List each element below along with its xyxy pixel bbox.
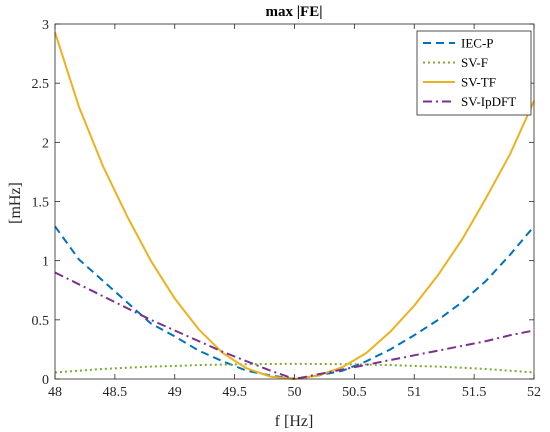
legend: IEC-P SV-F SV-TF SV-IpDFT xyxy=(416,30,532,116)
x-tick-label: 50 xyxy=(288,385,302,400)
y-tick-label: 0 xyxy=(42,373,49,388)
series-line-sv-ipdft xyxy=(54,271,535,380)
plot-frame xyxy=(54,23,535,380)
y-tick-label: 1.5 xyxy=(32,196,50,211)
legend-label: IEC-P xyxy=(461,36,494,51)
x-tick-label: 48 xyxy=(48,385,62,400)
y-tick-label: 2.5 xyxy=(32,77,50,92)
legend-label: SV-TF xyxy=(461,75,496,90)
x-tick-label: 49 xyxy=(168,385,182,400)
tick-layer: 48 48.5 49 49.5 50 50.5 51 51.5 52 0 0.5 1 1.5 2 2.5 3 xyxy=(32,18,542,400)
y-tick-label: 1 xyxy=(42,255,49,270)
legend-label: SV-F xyxy=(461,55,488,70)
x-tick-label: 51 xyxy=(407,385,421,400)
x-tick-label: 48.5 xyxy=(103,385,128,400)
x-tick-label: 50.5 xyxy=(342,385,367,400)
x-tick-label: 51.5 xyxy=(462,385,487,400)
x-axis-label: f [Hz] xyxy=(275,413,314,430)
series-line-iec-p xyxy=(54,225,535,380)
y-axis-label: [mHz] xyxy=(7,182,24,224)
chart-title: max |FE| xyxy=(265,4,322,20)
y-tick-label: 2 xyxy=(42,136,49,151)
x-tick-label: 49.5 xyxy=(222,385,247,400)
y-tick-label: 3 xyxy=(42,18,49,33)
y-tick-label: 0.5 xyxy=(32,314,50,329)
series-line-sv-f xyxy=(54,362,535,374)
x-tick-label: 52 xyxy=(527,385,541,400)
legend-label: SV-IpDFT xyxy=(461,94,516,109)
